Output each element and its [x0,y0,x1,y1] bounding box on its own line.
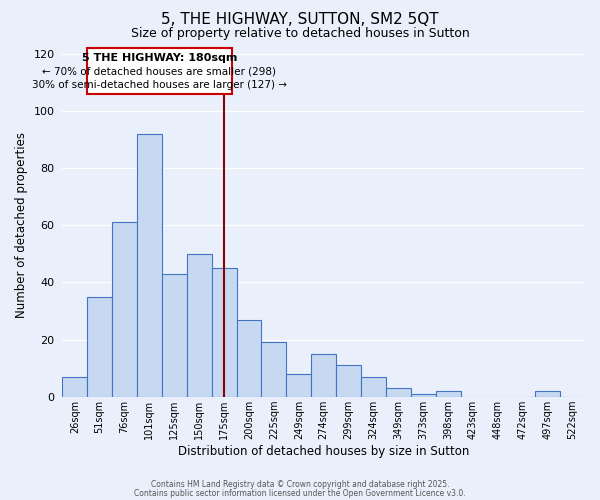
Bar [212,268,236,396]
Bar [112,222,137,396]
Text: 30% of semi-detached houses are larger (127) →: 30% of semi-detached houses are larger (… [32,80,287,90]
Bar [436,391,461,396]
Bar [187,254,212,396]
Bar [87,296,112,396]
Bar [162,274,187,396]
Bar [286,374,311,396]
X-axis label: Distribution of detached houses by size in Sutton: Distribution of detached houses by size … [178,444,469,458]
Text: ← 70% of detached houses are smaller (298): ← 70% of detached houses are smaller (29… [43,67,277,77]
Text: Contains public sector information licensed under the Open Government Licence v3: Contains public sector information licen… [134,488,466,498]
Bar [137,134,162,396]
Bar [311,354,336,397]
Bar [535,391,560,396]
Bar [361,376,386,396]
Text: 5 THE HIGHWAY: 180sqm: 5 THE HIGHWAY: 180sqm [82,54,237,64]
Text: Size of property relative to detached houses in Sutton: Size of property relative to detached ho… [131,28,469,40]
Bar [236,320,262,396]
Y-axis label: Number of detached properties: Number of detached properties [15,132,28,318]
Bar [262,342,286,396]
Bar [411,394,436,396]
Text: 5, THE HIGHWAY, SUTTON, SM2 5QT: 5, THE HIGHWAY, SUTTON, SM2 5QT [161,12,439,28]
Bar [336,365,361,396]
FancyBboxPatch shape [87,48,232,94]
Text: Contains HM Land Registry data © Crown copyright and database right 2025.: Contains HM Land Registry data © Crown c… [151,480,449,489]
Bar [62,376,87,396]
Bar [386,388,411,396]
